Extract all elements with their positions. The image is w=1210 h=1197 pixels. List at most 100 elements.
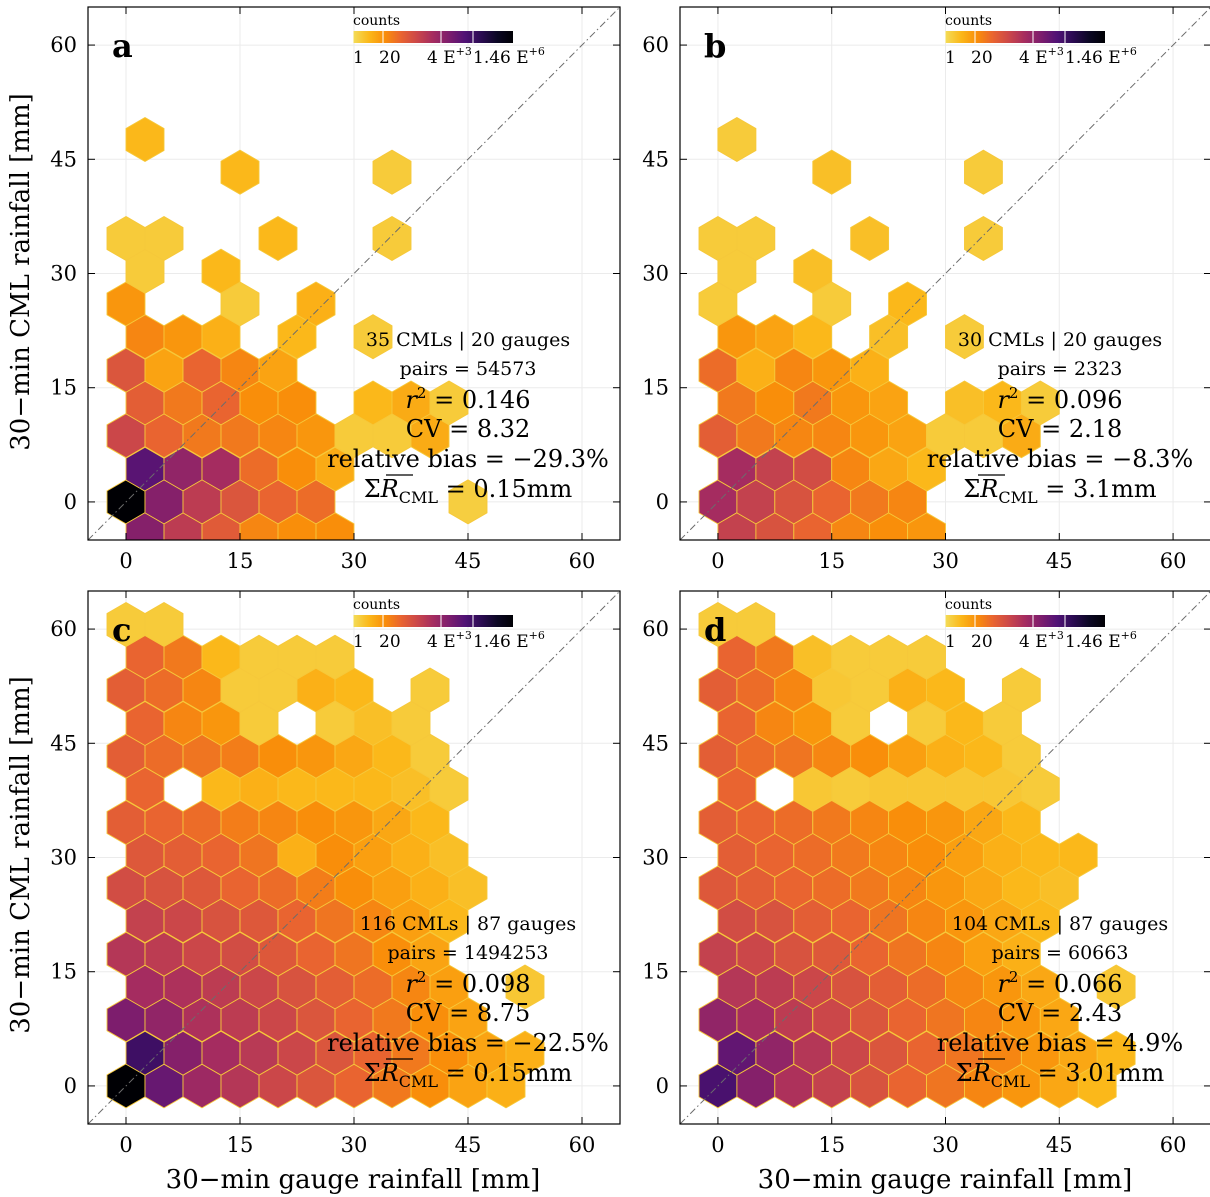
stats-r2: r2 = 0.146 — [405, 384, 530, 414]
hex-bin — [736, 601, 776, 648]
hex-bin — [372, 215, 412, 262]
panel-label: a — [112, 27, 133, 65]
stats-cv: CV = 2.18 — [998, 415, 1123, 443]
panel-label: b — [704, 27, 726, 65]
stats-cv: CV = 8.75 — [406, 999, 531, 1027]
stats-relative-bias: relative bias = −29.3% — [327, 445, 609, 473]
stats-r2: r2 = 0.066 — [997, 968, 1122, 998]
stats-relative-bias: relative bias = −8.3% — [927, 445, 1193, 473]
y-axis-label-top: 30−min CML rainfall [mm] — [6, 93, 36, 451]
colorbar: counts 1 20 4 E+3 1.46 E+6 — [352, 597, 545, 652]
hex-bin — [220, 149, 260, 195]
stats-cv: CV = 2.43 — [998, 999, 1123, 1027]
stats-cml-gauges: 35 CMLs | 20 gauges — [366, 329, 570, 351]
stats-pairs: pairs = 60663 — [992, 942, 1129, 964]
hex-bin — [258, 215, 298, 262]
colorbar-tick-label: 4 E+3 — [427, 629, 472, 652]
y-tick-label: 30 — [642, 262, 669, 286]
colorbar-title: counts — [945, 597, 992, 613]
stats-cml-gauges: 30 CMLs | 20 gauges — [958, 329, 1162, 351]
colorbar-tick-label: 20 — [379, 48, 401, 68]
colorbar-tick-label: 4 E+3 — [427, 45, 472, 68]
colorbar-tick-label: 20 — [971, 632, 993, 652]
hex-bin — [1020, 380, 1060, 426]
hex-bin — [812, 149, 852, 195]
y-axis-label-bottom: 30−min CML rainfall [mm] — [6, 676, 36, 1034]
stats-cml-gauges: 116 CMLs | 87 gauges — [360, 913, 576, 935]
colorbar-tick-label: 1 — [353, 632, 364, 652]
colorbar-tick-label: 1.46 E+6 — [473, 45, 545, 68]
y-tick-label: 45 — [642, 731, 669, 755]
hex-bin — [945, 314, 984, 360]
x-tick-label: 45 — [1046, 1133, 1073, 1157]
hex-layer — [698, 601, 1136, 1109]
hex-bin — [448, 479, 488, 525]
hex-bin — [353, 314, 393, 360]
hex-bin — [505, 1030, 545, 1076]
colorbar-tick-label: 1 — [945, 48, 956, 68]
x-tick-label: 60 — [1160, 549, 1187, 573]
stats-annotation: 104 CMLs | 87 gauges pairs = 60663 r2 = 0.… — [937, 913, 1183, 1091]
colorbar: counts 1 20 4 E+3 1.46 E+6 — [944, 597, 1137, 652]
one-to-one-line — [679, 591, 1210, 1125]
y-tick-label: 30 — [50, 846, 77, 870]
y-tick-label: 15 — [50, 376, 77, 400]
hex-bin — [1001, 667, 1041, 713]
colorbar: counts 1 20 4 E+3 1.46 E+6 — [944, 13, 1137, 68]
colorbar-title: counts — [945, 13, 992, 29]
stats-cml-gauges: 104 CMLs | 87 gauges — [952, 913, 1168, 935]
hex-bin — [410, 667, 450, 713]
x-tick-label: 15 — [227, 549, 254, 573]
y-tick-label: 30 — [642, 846, 669, 870]
colorbar-tick-label: 1 — [945, 632, 956, 652]
hex-bin — [717, 116, 757, 163]
y-tick-label: 0 — [64, 1074, 77, 1098]
hex-bin — [1096, 964, 1136, 1010]
hex-bin — [793, 248, 833, 294]
colorbar-gradient — [353, 31, 513, 43]
x-tick-label: 15 — [818, 1133, 845, 1157]
stats-annotation: 35 CMLs | 20 gauges pairs = 54573 r2 = 0.1… — [327, 329, 609, 507]
colorbar-tick-label: 1.46 E+6 — [1065, 45, 1137, 68]
one-to-one-line — [87, 6, 621, 541]
stats-pairs: pairs = 2323 — [998, 358, 1123, 380]
x-tick-label: 60 — [569, 549, 596, 573]
y-tick-label: 15 — [50, 960, 77, 984]
x-tick-label: 45 — [1046, 549, 1073, 573]
stats-mean-rainfall: ΣRCML = 0.15mm — [364, 1059, 573, 1091]
stats-r2: r2 = 0.098 — [405, 968, 530, 998]
x-tick-label: 30 — [341, 549, 368, 573]
colorbar-title: counts — [353, 13, 400, 29]
stats-relative-bias: relative bias = −22.5% — [327, 1029, 609, 1057]
stats-relative-bias: relative bias = 4.9% — [937, 1029, 1183, 1057]
stats-annotation: 116 CMLs | 87 gauges pairs = 1494253 r2 = … — [327, 913, 609, 1091]
hex-bin — [429, 380, 469, 426]
hex-bin — [315, 634, 355, 680]
colorbar-title: counts — [353, 597, 400, 613]
panel-d: 0 15 30 45 60 0 15 30 45 60 d counts 1 20 4 E+3 1.46 E+… — [642, 590, 1210, 1157]
x-tick-label: 45 — [455, 1133, 482, 1157]
y-tick-label: 60 — [642, 617, 669, 641]
x-tick-label: 15 — [227, 1133, 254, 1157]
hex-bin — [736, 215, 776, 262]
stats-mean-rainfall: ΣRCML = 3.01mm — [956, 1059, 1165, 1091]
stats-r2: r2 = 0.096 — [997, 384, 1122, 414]
hex-bin — [201, 248, 241, 294]
y-tick-label: 30 — [50, 262, 77, 286]
panel-label: d — [704, 611, 726, 649]
colorbar-tick-label: 4 E+3 — [1019, 45, 1064, 68]
hex-bin — [1096, 1030, 1136, 1076]
colorbar-gradient — [945, 31, 1105, 43]
hex-bin — [144, 601, 184, 648]
stats-mean-rainfall: ΣRCML = 3.1mm — [963, 475, 1157, 507]
x-tick-label: 60 — [1160, 1133, 1187, 1157]
x-tick-label: 0 — [711, 549, 724, 573]
colorbar-gradient — [945, 615, 1105, 627]
y-tick-label: 60 — [50, 617, 77, 641]
one-to-one-line — [679, 7, 1210, 541]
stats-pairs: pairs = 54573 — [400, 358, 537, 380]
x-tick-label: 0 — [711, 1133, 724, 1157]
y-tick-label: 45 — [50, 147, 77, 171]
panel-b: 0 15 30 45 60 0 15 30 45 60 b counts 1 20 4 E+3 1.46 E+… — [642, 6, 1210, 573]
